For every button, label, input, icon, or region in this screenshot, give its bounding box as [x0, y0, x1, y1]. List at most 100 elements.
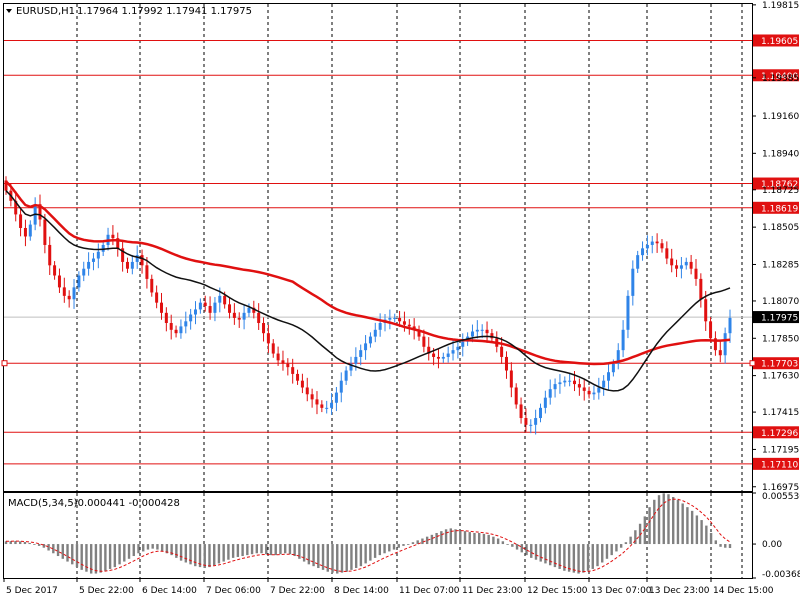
macd-bar [728, 544, 732, 549]
price-level-label: 1.19400 [761, 72, 798, 82]
macd-bar [402, 544, 405, 546]
x-tick-label: 11 Dec 07:00 [399, 586, 460, 596]
price-level-badge [753, 426, 799, 439]
macd-bar [610, 544, 613, 556]
time-axis[interactable]: 5 Dec 2017 5 Dec 22:00 6 Dec 14:00 7 Dec 06… [3, 578, 774, 596]
macd-bar [506, 544, 509, 545]
macd-tick-label: 0.00 [762, 540, 782, 550]
y-tick-label: 1.18505 [762, 223, 799, 233]
candle-body [373, 329, 377, 337]
macd-bar [118, 544, 121, 565]
y-tick-label: 1.17630 [762, 372, 799, 382]
macd-bar [288, 544, 292, 555]
macd-bar [9, 541, 12, 545]
macd-bar [250, 544, 254, 555]
macd-bar [567, 544, 571, 572]
candlestick-series [4, 176, 732, 435]
x-tick-label: 5 Dec 2017 [6, 586, 58, 596]
candle-body [543, 397, 547, 408]
macd-bar [321, 544, 325, 570]
candle-body [592, 392, 596, 395]
candle-body [621, 329, 625, 351]
price-level-label: 1.18619 [761, 204, 798, 214]
macd-bar [108, 544, 112, 569]
candle-body [194, 309, 198, 315]
macd-bar [440, 531, 443, 545]
macd-bar [482, 533, 486, 545]
ohlc-label: 1.17964 1.17992 1.17941 1.17975 [77, 6, 252, 17]
candle-body [364, 343, 368, 351]
candle-body [577, 384, 581, 388]
macd-bar [123, 544, 126, 562]
macd-label: MACD(5,34,5) [8, 498, 78, 509]
candle-body [436, 356, 440, 359]
level-anchor-marker [1, 360, 8, 367]
macd-bar [302, 544, 306, 562]
macd-bar [407, 544, 410, 545]
price-level-badge [753, 357, 799, 370]
candle-body [57, 275, 61, 288]
candle-body [388, 317, 392, 320]
macd-bar [99, 544, 102, 573]
candle-body [470, 331, 474, 337]
macd-bar [28, 542, 31, 545]
macd-bar [686, 507, 689, 545]
candle-body [130, 261, 134, 269]
collapse-triangle-icon[interactable] [6, 9, 12, 13]
macd-values-label: -0.000441 -0.000428 [74, 498, 180, 509]
candle-body [77, 275, 81, 288]
candle-body [641, 248, 645, 256]
macd-bar [548, 544, 552, 566]
candle-body [23, 227, 27, 237]
candle-body [368, 336, 372, 344]
price-level-badge [753, 69, 799, 82]
macd-bar [563, 544, 566, 571]
candle-body [101, 244, 105, 252]
candle-body [159, 302, 163, 313]
candle-body [82, 268, 86, 276]
candle-body [125, 261, 129, 269]
candle-body [694, 268, 698, 279]
macd-bar [515, 544, 519, 550]
current-price-label: 1.17975 [761, 314, 798, 324]
candle-body [655, 241, 659, 244]
y-tick-label: 1.18725 [762, 186, 799, 196]
x-tick-label: 11 Dec 23:00 [462, 586, 523, 596]
macd-bar [672, 497, 675, 545]
level-anchor-marker [749, 360, 756, 367]
candle-body [305, 387, 309, 395]
macd-bar [530, 544, 533, 558]
macd-tick-label: -0.003682 [762, 570, 800, 580]
price-level-label: 1.17296 [761, 429, 798, 439]
macd-bar [601, 544, 604, 563]
ma-red-line [5, 180, 731, 366]
horizontal-levels[interactable]: 1.19605 1.19400 1.18762 1.18619 1.17703 1.172… [1, 34, 799, 470]
macd-bar [487, 534, 490, 545]
candle-body [427, 346, 431, 354]
macd-bar [572, 544, 576, 573]
macd-bar [326, 544, 329, 572]
macd-bar [208, 544, 211, 568]
candle-body [19, 214, 23, 228]
candle-body [266, 333, 270, 344]
price-axis[interactable]: 1.19815 1.19385 1.19160 1.18940 1.18725 1.185… [752, 1, 799, 493]
candle-body [490, 333, 494, 339]
candle-body [72, 287, 76, 300]
candle-body [203, 302, 207, 307]
macd-bar [724, 544, 727, 548]
candle-body [262, 323, 266, 334]
candle-body [296, 373, 300, 381]
macd-bar [511, 544, 514, 547]
macd-bar [236, 544, 240, 557]
macd-bar [586, 544, 590, 571]
ma-black-line [5, 190, 731, 392]
candle-body [228, 304, 232, 313]
y-tick-label: 1.19385 [762, 74, 799, 84]
x-tick-label: 5 Dec 22:00 [79, 586, 134, 596]
price-level-badge [753, 201, 799, 214]
candle-body [276, 353, 280, 361]
macd-bar [14, 540, 17, 545]
macd-bar [198, 544, 202, 568]
